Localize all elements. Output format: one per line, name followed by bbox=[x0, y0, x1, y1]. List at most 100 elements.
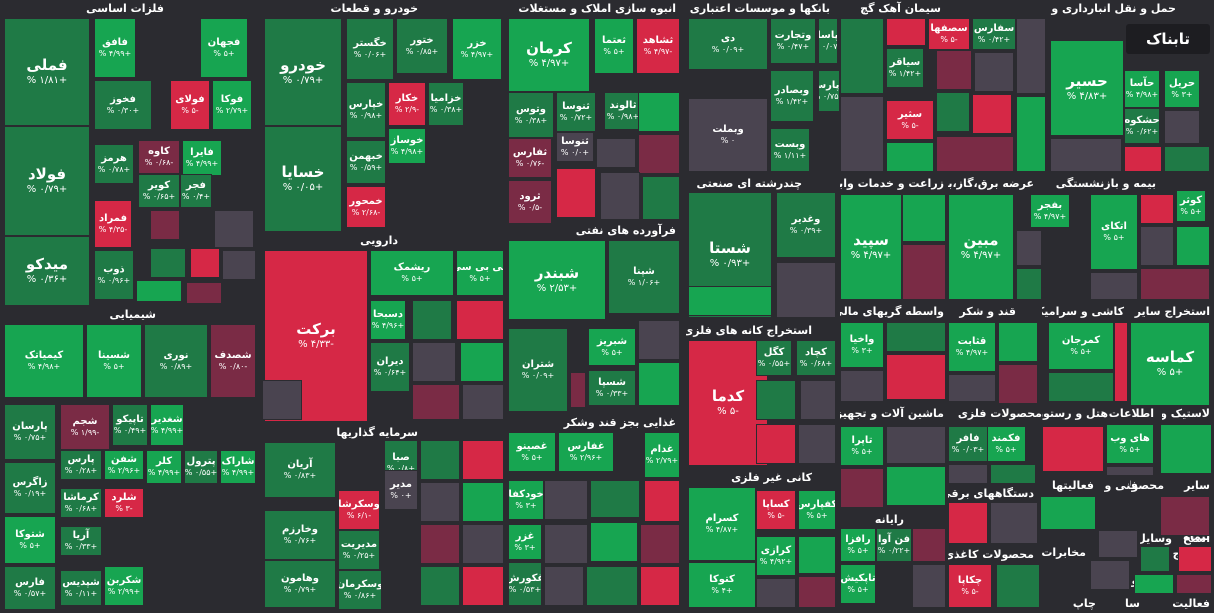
symbol-tile[interactable]: کاوه% ۰/۶۸- bbox=[138, 140, 180, 174]
symbol-tile-small[interactable] bbox=[1090, 272, 1138, 300]
symbol-tile-small[interactable] bbox=[974, 52, 1014, 92]
symbol-tile[interactable]: کرازی% ۴/۹۲+ bbox=[756, 536, 796, 576]
symbol-tile[interactable]: شفن% ۲/۹۶+ bbox=[104, 450, 144, 480]
symbol-tile[interactable]: تاپیکو% ۰/۴۹+ bbox=[112, 404, 148, 446]
symbol-tile[interactable]: سپید% ۴/۹۷+ bbox=[840, 194, 902, 300]
symbol-tile-small[interactable] bbox=[638, 134, 680, 174]
symbol-tile[interactable]: کدما% ۵- bbox=[688, 340, 768, 466]
symbol-tile[interactable]: واخیا% ۳+ bbox=[840, 322, 884, 368]
symbol-tile-small[interactable] bbox=[420, 566, 460, 606]
symbol-tile[interactable]: کساپا% ۵- bbox=[756, 490, 796, 530]
symbol-tile[interactable]: سثیر% ۵- bbox=[886, 100, 934, 140]
symbol-tile[interactable]: سیاقر% ۱/۴۲+ bbox=[886, 48, 924, 88]
symbol-tile[interactable]: وپاسار% ۰/۰۷+ bbox=[818, 18, 838, 64]
symbol-tile-small[interactable] bbox=[1016, 18, 1046, 94]
symbol-tile[interactable]: سفارس% ۰/۴۲+ bbox=[972, 18, 1016, 50]
symbol-tile[interactable]: ختور% ۰/۸۵+ bbox=[396, 18, 448, 74]
symbol-tile[interactable]: شجم% ۱/۹۹- bbox=[60, 404, 110, 450]
symbol-tile[interactable]: ذوب% ۰/۹۶+ bbox=[94, 250, 134, 300]
symbol-tile-small[interactable] bbox=[798, 424, 836, 464]
symbol-tile-small[interactable] bbox=[544, 524, 588, 564]
symbol-tile[interactable]: خزر% ۴/۹۷+ bbox=[452, 18, 502, 80]
symbol-tile-small[interactable] bbox=[1164, 146, 1210, 172]
symbol-tile[interactable]: شبندر% ۲/۵۳+ bbox=[508, 240, 606, 320]
symbol-tile[interactable]: چکاپا% ۵- bbox=[948, 564, 992, 608]
symbol-tile[interactable]: سصفها% ۵- bbox=[928, 18, 970, 50]
symbol-tile-small[interactable] bbox=[456, 300, 504, 340]
symbol-tile[interactable]: رافزا% ۵+ bbox=[840, 528, 876, 562]
symbol-tile-small[interactable] bbox=[1016, 96, 1046, 172]
symbol-tile-small[interactable] bbox=[840, 96, 884, 172]
symbol-tile[interactable]: قثابت% ۴/۹۷+ bbox=[948, 322, 996, 372]
symbol-tile-small[interactable] bbox=[840, 18, 884, 94]
symbol-tile-small[interactable] bbox=[1160, 424, 1212, 474]
symbol-tile-small[interactable] bbox=[886, 322, 946, 352]
symbol-tile[interactable]: خکار% ۲/۹- bbox=[388, 82, 426, 126]
symbol-tile-small[interactable] bbox=[590, 480, 640, 518]
symbol-tile-small[interactable] bbox=[1124, 146, 1162, 172]
symbol-tile-small[interactable] bbox=[412, 342, 456, 382]
symbol-tile[interactable]: فن آوا% ۰/۲۲+ bbox=[876, 528, 912, 562]
symbol-tile-small[interactable] bbox=[1178, 546, 1212, 572]
symbol-tile[interactable]: کماسه% ۵+ bbox=[1130, 322, 1210, 406]
symbol-tile-small[interactable] bbox=[912, 564, 946, 608]
symbol-tile[interactable]: شتوکا% ۵+ bbox=[4, 516, 56, 564]
symbol-tile[interactable]: ثنوسا% ۰/۷۲+ bbox=[556, 92, 596, 132]
symbol-tile-small[interactable] bbox=[1098, 530, 1138, 558]
symbol-tile[interactable]: خودرو% ۰/۷۹+ bbox=[264, 18, 342, 126]
symbol-tile[interactable]: دسبحا% ۴/۹۶+ bbox=[370, 300, 406, 340]
symbol-tile[interactable]: وهامون% ۰/۷۹+ bbox=[264, 560, 336, 608]
symbol-tile-small[interactable] bbox=[544, 480, 588, 520]
symbol-tile[interactable]: وخارزم% ۰/۷۶+ bbox=[264, 510, 336, 560]
symbol-tile-small[interactable] bbox=[1114, 322, 1128, 402]
symbol-tile-small[interactable] bbox=[642, 176, 680, 220]
symbol-tile[interactable]: خپارس% ۰/۹۸+ bbox=[346, 82, 386, 138]
symbol-tile-small[interactable] bbox=[998, 322, 1038, 362]
symbol-tile[interactable]: فوکا% ۲/۷۹+ bbox=[212, 80, 252, 130]
symbol-tile[interactable]: غکورش% ۰/۵۳+ bbox=[508, 562, 542, 606]
symbol-tile[interactable]: آریا% ۰/۳۳+ bbox=[60, 526, 102, 556]
symbol-tile[interactable]: ثشاهد% ۴/۹۷- bbox=[636, 18, 680, 74]
symbol-tile-small[interactable] bbox=[936, 136, 1014, 172]
symbol-tile[interactable]: کیمیاتک% ۴/۹۸+ bbox=[4, 324, 84, 398]
symbol-tile[interactable]: شپدیس% ۰/۱۱+ bbox=[60, 570, 102, 606]
symbol-tile-small[interactable] bbox=[990, 464, 1036, 484]
symbol-tile[interactable]: کتوکا% ۴+ bbox=[688, 562, 756, 608]
symbol-tile[interactable]: غدام% ۲/۷۹+ bbox=[644, 432, 680, 478]
symbol-tile-small[interactable] bbox=[756, 424, 796, 464]
symbol-tile[interactable]: خبهمن% ۰/۵۹+ bbox=[346, 140, 386, 184]
symbol-tile-small[interactable] bbox=[462, 524, 504, 564]
symbol-tile-small[interactable] bbox=[638, 320, 680, 360]
symbol-tile[interactable]: کفپارس% ۵+ bbox=[798, 490, 836, 530]
symbol-tile-small[interactable] bbox=[590, 522, 638, 562]
symbol-tile-small[interactable] bbox=[840, 370, 884, 402]
symbol-tile-small[interactable] bbox=[460, 342, 504, 382]
symbol-tile[interactable]: مبین% ۴/۹۷+ bbox=[948, 194, 1014, 300]
symbol-tile-small[interactable] bbox=[1106, 466, 1154, 476]
symbol-tile[interactable]: پارس% ۰/۲۸+ bbox=[60, 450, 102, 480]
symbol-tile[interactable]: فارس% ۰/۵۷+ bbox=[4, 566, 56, 610]
symbol-tile[interactable]: شسینا% ۵+ bbox=[86, 324, 142, 398]
symbol-tile-small[interactable] bbox=[1140, 226, 1174, 266]
symbol-tile-small[interactable] bbox=[936, 50, 972, 90]
symbol-tile[interactable]: شغدیر% ۴/۹۹+ bbox=[150, 404, 184, 446]
symbol-tile-small[interactable] bbox=[1050, 138, 1122, 172]
symbol-tile-small[interactable] bbox=[756, 578, 796, 608]
symbol-tile[interactable]: وتجارت% ۰/۴۷+ bbox=[770, 18, 816, 64]
symbol-tile[interactable]: بفجر% ۴/۹۷+ bbox=[1030, 194, 1070, 228]
symbol-tile[interactable]: کرمان% ۴/۹۷+ bbox=[508, 18, 590, 92]
symbol-tile-small[interactable] bbox=[1164, 110, 1200, 144]
symbol-tile[interactable]: کلر% ۴/۹۹+ bbox=[146, 450, 182, 484]
symbol-tile[interactable]: پترول% ۰/۵۵+ bbox=[184, 450, 218, 484]
symbol-tile[interactable]: کوثر% ۵+ bbox=[1176, 190, 1206, 222]
symbol-tile[interactable]: وبملت% ۰ bbox=[688, 98, 768, 172]
symbol-tile-small[interactable] bbox=[544, 566, 584, 606]
symbol-tile[interactable]: زاگرس% ۰/۱۹+ bbox=[4, 462, 56, 514]
symbol-tile[interactable]: فولای% ۵- bbox=[170, 80, 210, 130]
symbol-tile[interactable]: فمراد% ۴/۳۵- bbox=[94, 200, 132, 248]
symbol-tile-small[interactable] bbox=[840, 468, 884, 508]
symbol-tile[interactable]: خوساز% ۴/۹۸+ bbox=[388, 128, 426, 164]
symbol-tile-small[interactable] bbox=[190, 248, 220, 278]
symbol-tile-small[interactable] bbox=[640, 524, 680, 564]
symbol-tile[interactable]: حآسا% ۴/۹۸+ bbox=[1124, 70, 1160, 108]
